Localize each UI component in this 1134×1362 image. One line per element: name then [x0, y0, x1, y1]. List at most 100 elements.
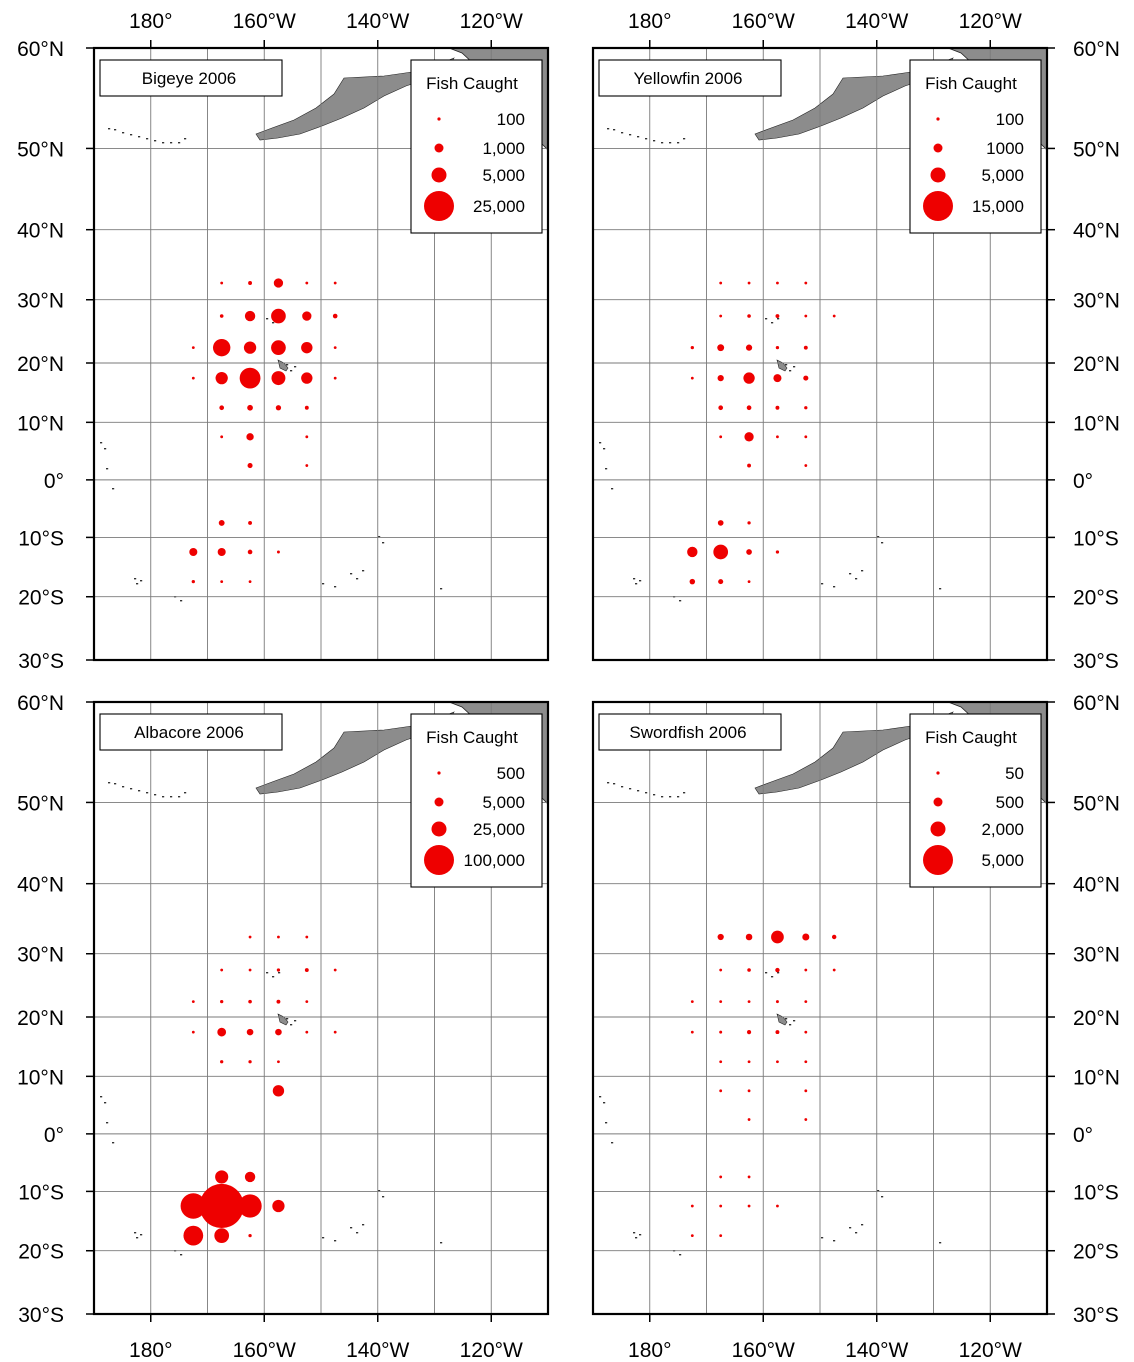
catch-bubble	[747, 580, 751, 584]
catch-bubble	[199, 1183, 244, 1229]
catch-bubble	[719, 1060, 723, 1064]
island-speck	[334, 1240, 337, 1242]
island-speck	[114, 783, 117, 785]
catch-bubble	[719, 314, 723, 318]
catch-bubble	[775, 405, 780, 410]
catch-bubble	[745, 933, 753, 941]
island-speck	[350, 1227, 353, 1229]
island-speck	[661, 796, 664, 798]
longitude-tick-label: 160°W	[233, 1339, 296, 1362]
island-speck	[645, 138, 648, 140]
catch-bubble	[276, 550, 280, 554]
latitude-tick-label: 0°	[44, 470, 64, 493]
latitude-tick-label: 30°N	[17, 944, 64, 967]
island-speck	[855, 1232, 858, 1234]
island-speck	[184, 138, 187, 140]
island-speck	[178, 796, 181, 798]
legend-label: 100	[996, 110, 1024, 129]
map-panel-albacore: Albacore 2006 Fish Caught 500 5,000 25,000 10…	[92, 700, 550, 1316]
catch-bubble	[220, 580, 224, 584]
legend-label: 500	[497, 764, 525, 783]
latitude-tick-label: 30°N	[1073, 944, 1120, 967]
latitude-tick-label: 30°S	[18, 1304, 64, 1327]
island-speck	[290, 1024, 293, 1026]
longitude-tick-label: 140°W	[346, 10, 409, 33]
latitude-tick-label: 20°S	[18, 587, 64, 610]
island-speck	[138, 136, 141, 138]
panel-title-box: Yellowfin 2006	[598, 59, 782, 97]
island-speck	[777, 318, 780, 320]
catch-bubble	[804, 1089, 808, 1093]
island-speck	[645, 792, 648, 794]
latitude-tick-label: 50°N	[1073, 138, 1120, 161]
island-speck	[184, 792, 187, 794]
island-speck	[322, 1237, 325, 1239]
island-speck	[603, 448, 606, 450]
catch-bubble	[776, 435, 779, 439]
island-speck	[669, 142, 672, 144]
latitude-tick-label: 50°N	[1073, 792, 1120, 815]
island-speck	[322, 583, 325, 585]
catch-bubble	[271, 340, 286, 355]
island-speck	[639, 580, 642, 582]
catch-bubble	[248, 580, 252, 584]
catch-bubble	[301, 372, 313, 384]
panel-title-box: Albacore 2006	[99, 713, 283, 751]
island-speck	[138, 790, 141, 792]
catch-bubble	[775, 314, 780, 319]
catch-bubble	[719, 1089, 723, 1093]
catch-bubble	[804, 406, 808, 410]
latitude-tick-label: 20°N	[1073, 353, 1120, 376]
catch-bubble	[243, 341, 257, 354]
latitude-tick-label: 0°	[1073, 470, 1093, 493]
island-speck	[180, 1254, 183, 1256]
island-speck	[180, 600, 183, 602]
catch-bubble	[304, 405, 309, 410]
island-speck	[605, 468, 608, 470]
catch-bubble	[272, 1199, 285, 1213]
catch-bubble	[804, 968, 808, 972]
island-speck	[134, 1232, 137, 1234]
island-speck	[669, 796, 672, 798]
longitude-tick-label: 160°W	[233, 10, 296, 33]
legend-bubble	[930, 821, 946, 837]
catch-bubble	[747, 463, 752, 468]
island-speck	[881, 1196, 884, 1198]
catch-bubble	[305, 935, 309, 939]
island-speck	[130, 134, 133, 136]
island-speck	[821, 1237, 824, 1239]
catch-bubble	[802, 933, 810, 941]
legend-label: 50	[1005, 764, 1024, 783]
legend-label: 100,000	[464, 851, 525, 870]
catch-bubble	[248, 520, 253, 525]
catch-bubble	[690, 1234, 694, 1238]
latitude-tick-label: 10°N	[17, 412, 64, 435]
legend-bubble	[431, 167, 447, 183]
map-panel-bigeye: Bigeye 2006 Fish Caught 100 1,000 5,000 25,00…	[92, 46, 550, 662]
legend-label: 1,000	[482, 139, 525, 158]
catch-bubble	[803, 375, 809, 381]
latitude-tick-label: 20°N	[17, 1007, 64, 1030]
island-speck	[106, 468, 109, 470]
catch-bubble	[719, 1030, 723, 1034]
map-panel-swordfish: Swordfish 2006 Fish Caught 50 500 2,000 5,000	[591, 700, 1049, 1316]
catch-bubble	[215, 1170, 229, 1184]
catch-bubble	[304, 968, 309, 973]
island-speck	[789, 1024, 792, 1026]
island-speck	[785, 1018, 788, 1020]
latitude-tick-label: 10°S	[1073, 527, 1119, 550]
catch-bubble	[746, 1030, 752, 1035]
catch-bubble	[832, 314, 836, 318]
map-frame	[591, 46, 1049, 662]
latitude-tick-label: 40°N	[1073, 874, 1120, 897]
catch-bubble	[746, 549, 752, 555]
catch-bubble	[690, 376, 694, 380]
legend-label: 100	[497, 110, 525, 129]
legend-bubble	[936, 771, 940, 775]
island-speck	[789, 370, 792, 372]
catch-bubble	[248, 999, 252, 1004]
island-speck	[611, 488, 614, 490]
catch-bubble	[719, 435, 723, 439]
island-speck	[440, 1242, 443, 1244]
legend-label: 2,000	[981, 820, 1024, 839]
